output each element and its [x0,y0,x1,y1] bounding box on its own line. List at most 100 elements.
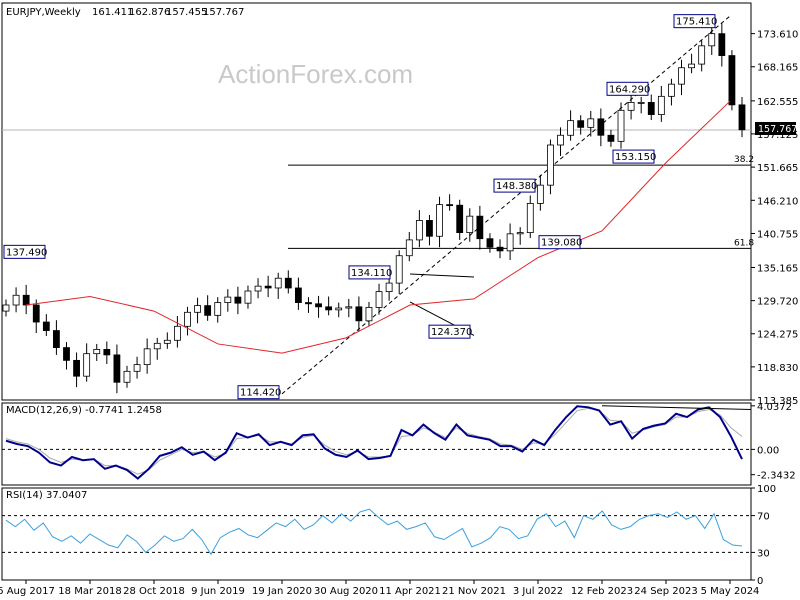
price-label: 175.410 [676,17,717,28]
candle-body [305,302,312,305]
candle-body [12,294,20,306]
macd-line-macd [5,405,743,480]
price-label-box [673,14,716,29]
candle-body [315,303,322,308]
y-tick-label: 151.665 [757,163,798,174]
candle-body [567,120,575,136]
panel-frame-1 [1,402,752,486]
candle-body [234,296,242,304]
current-price-label: 157.767 [758,124,797,135]
candle-body [173,325,181,341]
price-label: 164.290 [609,84,650,95]
y-tick-label: 146.210 [757,196,798,207]
price-label: 148.380 [496,181,537,192]
candle-body [133,364,141,372]
y-tick-label: 157.125 [757,130,798,141]
candle-body [284,277,292,289]
price-label-box [606,81,649,96]
x-tick-label: 24 Sep 2023 [634,586,697,597]
candle-body [264,285,272,289]
macd-line-signal [5,407,743,475]
candle-body [718,33,726,56]
macd-tick-label: -2.3432 [757,471,796,482]
candle-body [214,302,222,316]
price-label-box [493,178,536,193]
candle-body [627,102,635,111]
price-panel: ActionForex.com 38.2 61.8 173.610 168.165 1… [2,7,798,407]
price-label-box [428,324,471,339]
x-tick-label: 18 Mar 2018 [58,586,121,597]
current-price-box [755,122,796,135]
rsi-panel: 100 70 30 0 RSI(14) 37.0407 [2,484,776,587]
candle-body [143,348,151,366]
price-label: 153.150 [615,152,656,163]
macd-tick-label: 0.00 [757,445,779,456]
price-label-box [348,265,391,280]
x-tick-label: 12 Feb 2023 [571,586,633,597]
price-label: 114.420 [240,388,281,399]
x-tick-label: 9 Jun 2019 [191,586,245,597]
candle-body [436,204,443,237]
fib-level-label: 38.2 [734,155,754,165]
x-tick-label: 11 Apr 2021 [379,586,441,597]
candle-body [184,311,191,327]
rsi-tick-label: 0 [757,576,763,587]
candle-body [456,204,464,234]
candle-body [486,238,494,248]
candle-body [668,83,675,97]
fib-level-label: 61.8 [734,238,754,248]
y-tick-label: 124.275 [757,330,798,341]
candle-body [547,144,554,186]
macd-tick-label: 4.0372 [757,402,792,413]
price-label: 124.370 [431,327,472,338]
x-tick-label: 19 Jan 2020 [252,586,312,597]
candle-body [73,359,80,377]
candle-body [526,203,534,234]
price-label-box [612,149,655,164]
candle-body [345,306,353,309]
candle-body [466,215,474,234]
candle-body [274,277,282,289]
candle-body [2,304,10,312]
rsi-title: RSI(14) 37.0407 [6,490,87,501]
candle-body [426,220,433,237]
candle-body [63,347,70,361]
candle-body [688,63,695,69]
candle-body [325,306,333,311]
candle-body [93,349,101,355]
candle-body [728,55,736,106]
candle-body [355,306,363,322]
candle-body [617,109,625,142]
x-axis: 6 Aug 2017 18 Mar 2018 28 Oct 2018 9 Jun 20… [0,580,759,597]
candle-body [153,342,161,350]
candle-body [335,307,343,311]
candle-body [375,291,383,308]
rsi-tick-label: 70 [757,512,770,523]
candle-body [254,285,262,292]
candle-body [405,239,413,257]
candle-body [637,102,645,104]
y-tick-label: 162.555 [757,97,798,108]
candle-body [415,220,423,241]
price-label-box [3,244,46,259]
candle-body [244,290,252,304]
panel-frame-2 [1,487,752,581]
candle-body [496,246,504,252]
rsi-tick-label: 100 [757,484,776,495]
candle-body [557,134,564,146]
y-tick-label: 113.385 [757,396,798,407]
candle-body [224,296,232,303]
y-tick-label: 135.165 [757,263,798,274]
candle-body [113,354,121,383]
x-tick-label: 28 Oct 2018 [123,586,185,597]
ohlc-low: 157.455 [166,7,207,18]
macd-panel: 4.0372 0.00 -2.3432 MACD(12,26,9) -0.7741 … [2,402,796,482]
price-label: 134.110 [351,268,392,279]
candle-body [204,305,212,316]
ohlc-open: 161.411 [92,7,133,18]
candle-body [53,330,60,348]
chart-title: EURJPY,Weekly [6,7,81,18]
candle-body [607,134,615,142]
candle-body [587,118,595,128]
